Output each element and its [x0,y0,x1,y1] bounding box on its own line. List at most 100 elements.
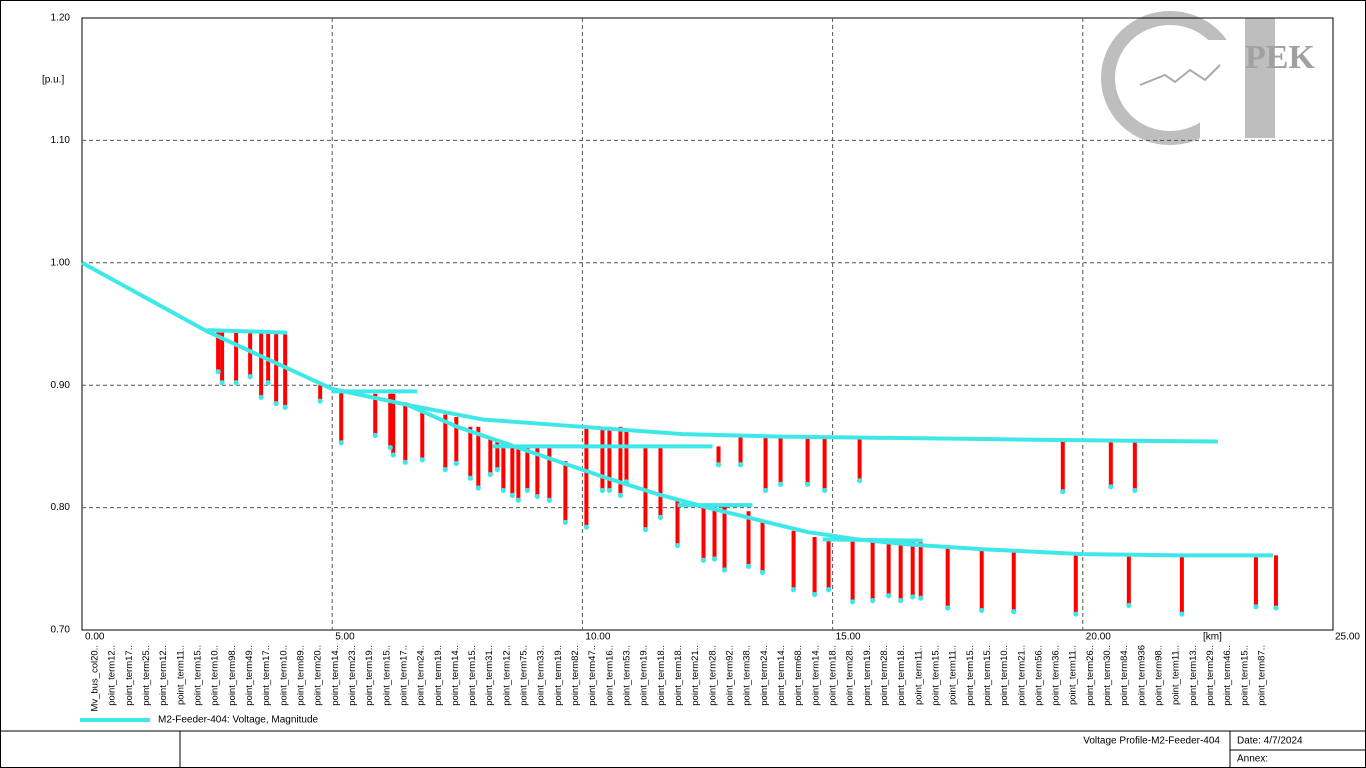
bus-label: point_term24.. [759,645,770,706]
legend-label: M2-Feeder-404: Voltage, Magnitude [158,715,319,726]
voltage-drop [248,332,253,377]
voltage-drop [910,541,915,597]
voltage-drop [501,443,506,491]
drop-point [979,607,985,614]
bus-label: point_term18.. [656,645,667,706]
drop-point [721,567,728,573]
drop-point [387,445,393,451]
voltage-drop [600,426,605,491]
y-tick-label: 1.00 [51,257,71,268]
bus-label: point_term12.. [501,645,512,706]
voltage-drop [339,390,344,443]
bus-label: point_term19.. [553,645,564,706]
voltage-drop [1073,552,1078,615]
drop-point [467,475,473,481]
bus-label: point_term46.. [1222,645,1233,706]
voltage-drop [234,332,239,383]
drop-point [1132,487,1138,494]
voltage-drop [391,393,396,455]
x-tick-label: 25.00 [1335,632,1360,643]
bus-label: point_term21.. [1016,645,1027,706]
voltage-drop [1253,555,1258,607]
bus-label: point_term18.. [673,645,684,706]
drop-point [500,487,506,494]
bus-label: point_term15.. [381,645,392,706]
voltage-drop [746,511,751,567]
footer-annex: Annex: [1237,754,1268,765]
voltage-drop [547,446,552,501]
drop-point [515,497,521,503]
bus-label: point_term11.. [948,645,959,705]
drop-point [247,374,253,380]
voltage-drop [420,410,425,460]
bus-label: point_term28.. [707,645,718,706]
drop-point [623,479,630,485]
voltage-drop [584,426,589,528]
y-tick-label: 0.90 [51,380,71,391]
voltage-drop [763,436,768,491]
bus-label: point_term82.. [570,645,581,706]
bus-label: point_term38.. [742,645,753,706]
drop-point [715,462,722,468]
bus-label: point_term28.. [879,645,890,706]
bus-label: point_term17.. [261,645,272,706]
voltage-drop [216,332,221,372]
drop-point [509,492,515,498]
voltage-drop [525,446,530,491]
bus-label: point_term14.. [776,645,787,706]
voltage-drop [318,385,323,402]
voltage-drop [675,500,680,546]
drop-point [811,591,818,598]
x-tick-label: 5.00 [335,632,355,643]
bus-label: point_term89.. [295,645,306,706]
drop-point [317,398,323,404]
voltage-drop [898,540,903,601]
drop-point [534,493,540,500]
drop-point [804,481,811,487]
voltage-drop [643,446,648,530]
drop-point [762,487,769,494]
bus-label: point_term12.. [158,645,169,706]
drop-point [737,462,744,468]
voltage-drop [274,332,279,404]
drop-point [583,524,590,530]
voltage-drop [1132,440,1137,491]
bus-label: point_term29.. [1205,645,1216,706]
voltage-drop [722,505,727,571]
drop-point [1011,609,1017,615]
bus-label: point_term11.. [1171,645,1182,705]
voltage-drop [1108,440,1113,487]
drop-point [910,594,916,600]
drop-point [219,380,225,386]
drop-point [453,460,459,467]
drop-point [546,497,552,503]
drop-point [475,485,481,491]
bus-label: point_term14.. [810,645,821,706]
voltage-drop [826,538,831,590]
bus-label: point_term14.. [330,645,341,706]
drop-point [524,487,530,494]
drop-point [562,519,568,525]
bus-label: point_term17.. [398,645,409,706]
x-unit: [km] [1203,632,1222,643]
bus-label: point_term10.. [999,645,1010,706]
logo-wave [1139,64,1221,86]
voltage-drop [805,436,810,485]
x-tick-label: 0.00 [85,632,105,643]
x-tick-label: 10.00 [585,632,610,643]
bus-label: point_term18.. [827,645,838,706]
bus-label: point_term15.. [930,645,941,706]
voltage-drop [259,332,264,398]
voltage-drop [1273,555,1278,608]
drop-point [642,527,649,533]
bus-label: point_term25.. [141,645,152,706]
drop-point [1273,605,1279,611]
voltage-drop [791,530,796,590]
logo: PEK [1101,11,1315,145]
drop-point [1073,611,1079,617]
voltage-drop [812,536,817,595]
bus-label: point_term84.. [1119,645,1130,706]
voltage-drop [716,446,721,465]
drop-point [1179,611,1185,617]
